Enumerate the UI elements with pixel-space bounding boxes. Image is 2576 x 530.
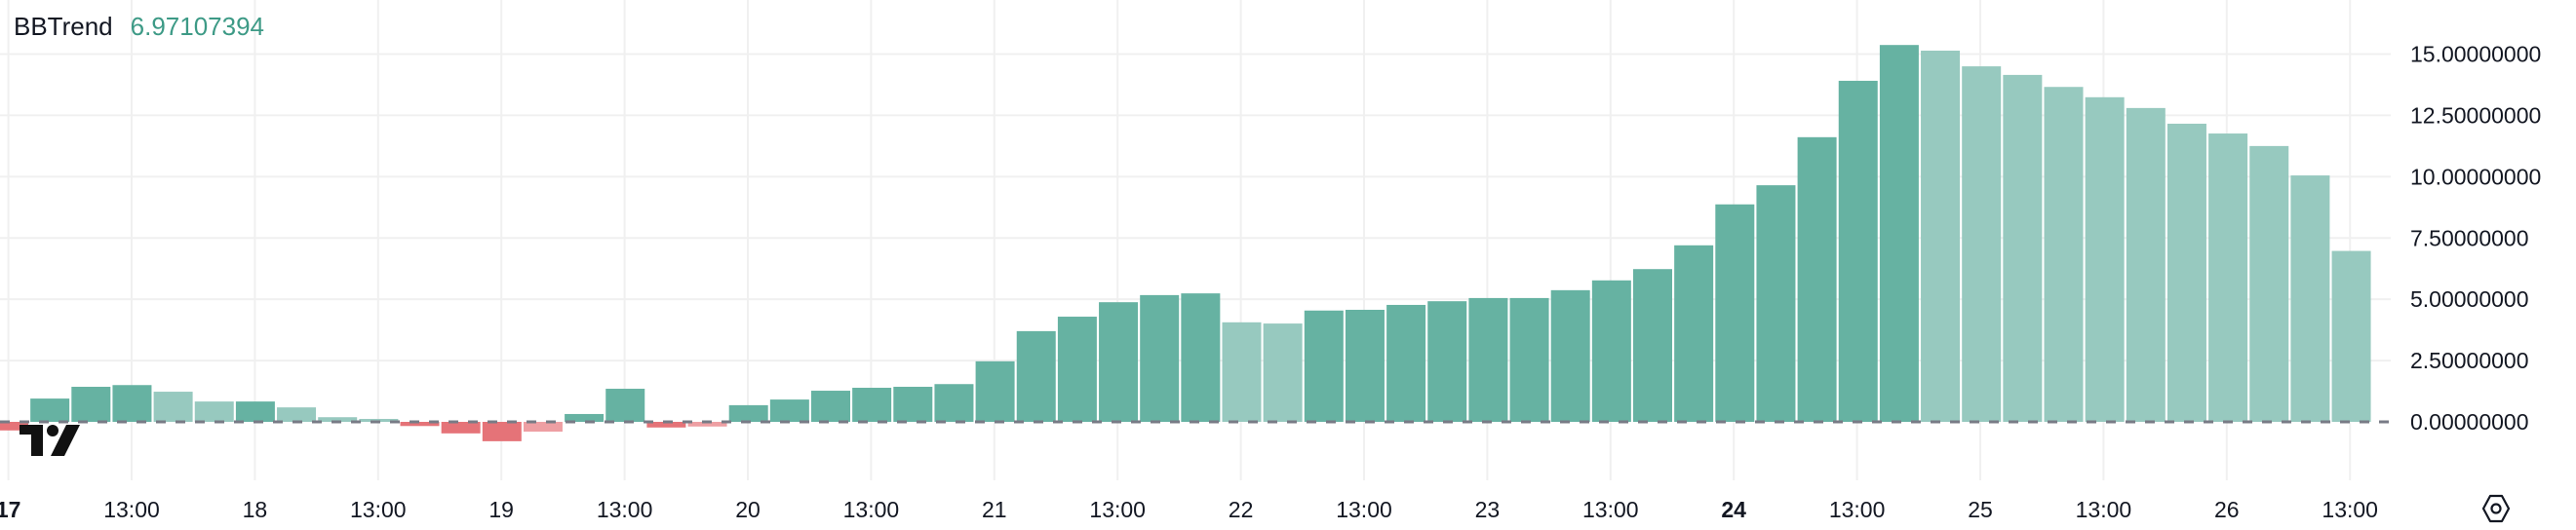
histogram-bar bbox=[2166, 123, 2206, 423]
histogram-bar bbox=[482, 422, 522, 441]
histogram-bar bbox=[852, 388, 892, 422]
histogram-bar bbox=[400, 422, 440, 427]
histogram-bar bbox=[565, 413, 605, 422]
x-tick-label: 13:00 bbox=[2076, 497, 2132, 522]
y-tick-label: 0.00000000 bbox=[2410, 409, 2529, 435]
histogram-bar bbox=[0, 422, 28, 431]
x-tick-label: 13:00 bbox=[1089, 497, 1146, 522]
x-tick-label: 13:00 bbox=[597, 497, 653, 522]
histogram-bar bbox=[1016, 330, 1056, 422]
histogram-bar bbox=[30, 398, 70, 422]
histogram-bar bbox=[1263, 323, 1303, 422]
histogram-bar bbox=[934, 384, 974, 422]
x-tick-label: 13:00 bbox=[2322, 497, 2378, 522]
y-tick-label: 5.00000000 bbox=[2410, 286, 2529, 312]
histogram-bar bbox=[1509, 297, 1549, 422]
x-tick-label: 21 bbox=[982, 497, 1007, 522]
x-tick-label: 13:00 bbox=[1582, 497, 1639, 522]
x-tick-label: 26 bbox=[2214, 497, 2240, 522]
y-tick-label: 12.50000000 bbox=[2410, 102, 2541, 128]
histogram-bar bbox=[1921, 50, 1961, 423]
y-tick-label: 2.50000000 bbox=[2410, 348, 2529, 373]
histogram-bar bbox=[1962, 66, 2002, 422]
histogram-bar bbox=[1099, 302, 1139, 422]
histogram-bar bbox=[523, 422, 563, 433]
x-tick-label: 13:00 bbox=[843, 497, 900, 522]
histogram-bar bbox=[2126, 107, 2166, 422]
y-tick-label: 7.50000000 bbox=[2410, 225, 2529, 250]
x-tick-label: 23 bbox=[1475, 497, 1501, 522]
indicator-value: 6.97107394 bbox=[130, 12, 265, 41]
histogram-bar bbox=[1879, 45, 1919, 423]
histogram-bar bbox=[277, 407, 317, 422]
x-tick-label: 13:00 bbox=[1829, 497, 1886, 522]
histogram-bar bbox=[1838, 80, 1878, 422]
x-tick-label: 19 bbox=[488, 497, 514, 522]
x-tick-label: 18 bbox=[243, 497, 268, 522]
histogram-bar bbox=[1756, 185, 1796, 422]
indicator-name: BBTrend bbox=[14, 12, 113, 41]
histogram-bar bbox=[1550, 289, 1590, 422]
histogram-bar bbox=[1427, 301, 1467, 422]
histogram-bar bbox=[318, 417, 358, 422]
settings-hexagon-icon[interactable] bbox=[2480, 493, 2512, 524]
histogram-bar bbox=[194, 401, 234, 422]
histogram-bar bbox=[2003, 74, 2043, 423]
x-tick-label: 17 bbox=[0, 497, 20, 522]
histogram-bar bbox=[646, 422, 686, 428]
indicator-legend[interactable]: BBTrend 6.97107394 bbox=[14, 12, 264, 42]
histogram-bar bbox=[441, 422, 481, 434]
price-axis: 15.00000000 12.50000000 10.00000000 7.50000… bbox=[2410, 42, 2541, 435]
histogram-bar bbox=[1386, 304, 1426, 422]
histogram-bar bbox=[235, 401, 275, 422]
histogram-bar bbox=[2331, 250, 2371, 422]
x-tick-label: 13:00 bbox=[350, 497, 407, 522]
tradingview-logo-icon[interactable] bbox=[20, 425, 80, 456]
histogram-bar bbox=[2290, 175, 2330, 422]
histogram-bar bbox=[1591, 280, 1631, 422]
x-tick-label: 13:00 bbox=[1336, 497, 1392, 522]
histogram-bar bbox=[1468, 297, 1508, 422]
histogram-bar bbox=[1057, 317, 1097, 422]
histogram-bar bbox=[728, 404, 768, 422]
histogram-bars bbox=[0, 45, 2371, 441]
x-tick-label: 25 bbox=[1968, 497, 1993, 522]
histogram-bar bbox=[2044, 87, 2084, 423]
histogram-bar bbox=[1304, 310, 1344, 422]
histogram-bar bbox=[769, 399, 809, 422]
histogram-bar bbox=[605, 389, 645, 422]
histogram-bar bbox=[2208, 133, 2248, 423]
histogram-bar bbox=[112, 385, 152, 422]
x-tick-label: 13:00 bbox=[103, 497, 160, 522]
y-tick-label: 15.00000000 bbox=[2410, 42, 2541, 67]
time-axis: 17 13:00 18 13:00 19 13:00 20 13:00 21 13:00 22 13:… bbox=[0, 497, 2378, 522]
x-tick-label: 20 bbox=[735, 497, 761, 522]
histogram-bar bbox=[893, 387, 933, 422]
histogram-bar bbox=[71, 387, 111, 422]
histogram-bar bbox=[687, 422, 727, 427]
histogram-bar bbox=[1797, 136, 1837, 422]
y-tick-label: 10.00000000 bbox=[2410, 164, 2541, 189]
histogram-bar bbox=[1222, 322, 1262, 422]
histogram-bar bbox=[1345, 309, 1385, 422]
histogram-bar bbox=[1181, 293, 1221, 422]
histogram-bar bbox=[1674, 245, 1714, 422]
histogram-bar bbox=[1633, 269, 1672, 422]
histogram-bar bbox=[359, 418, 399, 422]
histogram-bar bbox=[1140, 294, 1180, 422]
histogram-bar bbox=[153, 392, 193, 422]
x-tick-label: 22 bbox=[1229, 497, 1254, 522]
histogram-bar bbox=[1715, 204, 1755, 422]
histogram-bar bbox=[2249, 145, 2289, 422]
histogram-bar bbox=[811, 391, 850, 422]
histogram-bar bbox=[2085, 96, 2125, 422]
x-tick-label: 24 bbox=[1721, 497, 1746, 522]
histogram-bar bbox=[975, 360, 1015, 422]
